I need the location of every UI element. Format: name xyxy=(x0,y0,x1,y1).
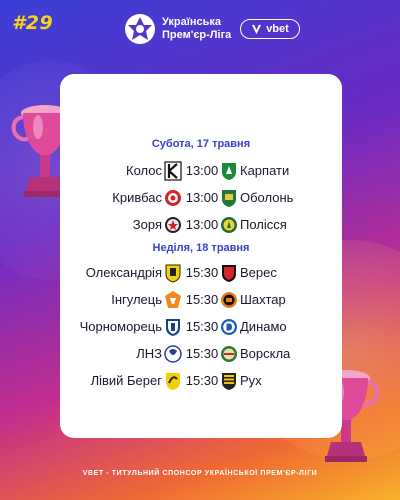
chornomorets-crest-icon xyxy=(166,319,180,336)
veres-crest-icon xyxy=(222,265,236,282)
away-team: Динамо xyxy=(240,319,287,334)
away-team: Верес xyxy=(240,265,277,280)
home-team: Чорноморець xyxy=(79,319,162,334)
rukh-crest-icon xyxy=(222,373,236,390)
match-time: 15:30 xyxy=(185,292,219,307)
kolos-crest-icon xyxy=(164,161,182,181)
sponsor-name: vbet xyxy=(266,23,289,35)
home-team: Інгулець xyxy=(111,292,162,307)
home-team: Олександрія xyxy=(85,265,162,280)
match-row: Чорноморець 15:30 Динамо xyxy=(60,314,342,340)
vorskla-crest-icon xyxy=(221,346,237,362)
match-time: 15:30 xyxy=(185,346,219,361)
shakhtar-crest-icon xyxy=(221,292,237,308)
match-date: Неділя, 18 травня xyxy=(152,242,250,254)
match-time: 15:30 xyxy=(185,373,219,388)
dynamo-crest-icon xyxy=(221,319,237,335)
inhulets-crest-icon xyxy=(165,291,181,308)
away-team: Ворскла xyxy=(240,346,291,361)
sponsor-logo: vbet xyxy=(240,19,300,39)
obolon-crest-icon xyxy=(222,190,236,207)
home-team: ЛНЗ xyxy=(136,346,162,361)
league-name: Українська Прем'єр-Ліга xyxy=(162,16,231,42)
zorya-crest-icon xyxy=(165,217,181,233)
home-team: Кривбас xyxy=(112,190,162,205)
away-team: Шахтар xyxy=(240,292,286,307)
oleksandriya-crest-icon xyxy=(165,264,181,283)
match-row: Зоря 13:00 Полісся xyxy=(60,212,342,238)
polissya-crest-icon xyxy=(221,217,237,233)
league-name-line1: Українська xyxy=(162,16,222,28)
home-team: Зоря xyxy=(132,217,162,232)
header: Українська Прем'єр-Ліга vbet xyxy=(0,12,400,46)
match-row: ЛНЗ 15:30 Ворскла xyxy=(60,341,342,367)
match-row: Кривбас 13:00 Оболонь xyxy=(60,185,342,211)
match-time: 13:00 xyxy=(185,163,219,178)
lnz-crest-icon xyxy=(164,345,182,363)
away-team: Рух xyxy=(240,373,262,388)
away-team: Полісся xyxy=(240,217,287,232)
home-team: Лівий Берег xyxy=(90,373,162,388)
match-date: Субота, 17 травня xyxy=(151,138,251,150)
match-row: Олександрія 15:30 Верес xyxy=(60,260,342,286)
match-row: Інгулець 15:30 Шахтар xyxy=(60,287,342,313)
vbet-mark-icon xyxy=(252,24,262,34)
away-team: Оболонь xyxy=(240,190,294,205)
home-team: Колос xyxy=(126,163,162,178)
match-time: 13:00 xyxy=(185,217,219,232)
karpaty-crest-icon xyxy=(222,163,236,180)
match-row: Колос 13:00 Карпати xyxy=(60,158,342,184)
match-row: Лівий Берег 15:30 Рух xyxy=(60,368,342,394)
fixtures-card: Субота, 17 травня Колос 13:00 Карпати Кр… xyxy=(60,74,342,438)
league-logo-icon xyxy=(125,14,155,44)
footer-sponsor-text: VBET - ТИТУЛЬНИЙ СПОНСОР УКРАЇНСЬКОЇ ПРЕ… xyxy=(82,470,318,477)
league-name-line2: Прем'єр-Ліга xyxy=(162,29,232,41)
match-time: 15:30 xyxy=(185,265,219,280)
away-team: Карпати xyxy=(240,163,290,178)
round-tag: #29 xyxy=(12,12,54,34)
livyi-bereh-crest-icon xyxy=(166,373,180,390)
kryvbas-crest-icon xyxy=(165,190,181,206)
match-time: 15:30 xyxy=(185,319,219,334)
match-time: 13:00 xyxy=(185,190,219,205)
